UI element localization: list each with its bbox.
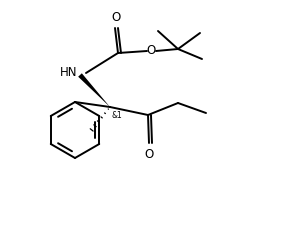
Text: O: O — [146, 45, 156, 58]
Text: &1: &1 — [112, 111, 123, 120]
Text: O: O — [144, 148, 154, 161]
Polygon shape — [78, 73, 110, 107]
Text: HN: HN — [60, 67, 77, 79]
Text: O: O — [111, 11, 121, 24]
